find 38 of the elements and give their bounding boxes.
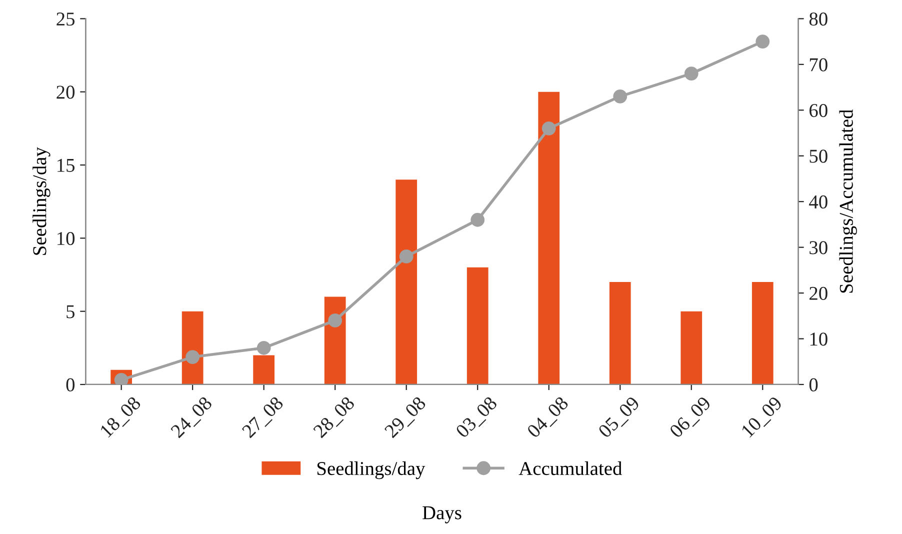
y2-tick-label: 50	[810, 150, 828, 163]
y2-tick-label: 40	[809, 195, 828, 209]
legend-label: Seedlings/day	[317, 461, 426, 480]
y-axis-title: Seedlings/day	[32, 147, 50, 255]
y-tick-label: 0	[66, 378, 75, 392]
point	[186, 350, 200, 364]
bar	[253, 355, 275, 384]
x-axis-title: Days	[422, 506, 462, 524]
y2-tick-label: 10	[810, 332, 828, 346]
bar	[538, 92, 560, 384]
point	[256, 340, 271, 355]
y2-tick-label: 60	[810, 104, 828, 118]
point	[399, 250, 414, 264]
point	[114, 372, 128, 384]
y2-axis-title: Seedlings/Accumulated	[839, 109, 857, 293]
y2-tick-label: 80	[809, 12, 828, 26]
y-tick-label: 10	[58, 232, 75, 246]
y2-tick-label: 30	[810, 241, 828, 254]
point	[470, 212, 485, 227]
y-tick-label: 15	[58, 158, 75, 172]
bar	[752, 282, 774, 384]
y-tick-label: 20	[56, 86, 75, 99]
point	[613, 89, 628, 104]
bar	[324, 296, 346, 384]
y-tick-label: 5	[66, 305, 75, 318]
point	[756, 34, 770, 48]
point	[328, 314, 342, 328]
y-tick-label: 25	[56, 12, 75, 26]
y2-tick-label: 70	[810, 58, 828, 72]
point	[684, 66, 698, 81]
y2-tick-label: 0	[809, 378, 818, 392]
bar	[466, 267, 488, 384]
bar	[680, 311, 702, 384]
point	[542, 121, 556, 136]
y2-tick-label: 20	[810, 286, 828, 300]
bar	[609, 282, 631, 384]
legend-label: Accumulated	[518, 461, 622, 476]
bar	[396, 180, 418, 384]
